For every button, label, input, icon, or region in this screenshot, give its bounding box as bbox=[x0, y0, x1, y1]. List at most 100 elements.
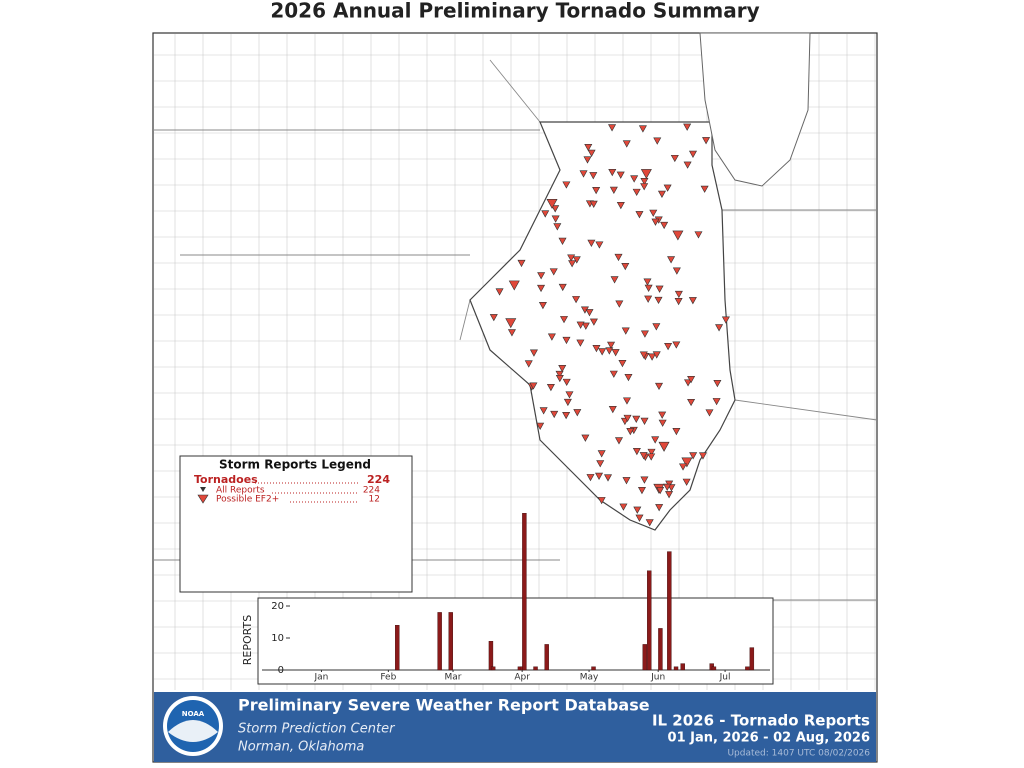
chart: 0 10 20 Jan Feb Mar Apr May Jun Jul bbox=[262, 513, 770, 683]
bar bbox=[680, 663, 685, 671]
tornado-marker bbox=[536, 422, 545, 430]
tornado-marker bbox=[609, 186, 618, 194]
tornado-marker bbox=[592, 187, 601, 195]
tornado-marker bbox=[595, 241, 604, 249]
tornado-marker bbox=[672, 267, 681, 275]
legend-all-count: 224 bbox=[363, 486, 380, 496]
tornado-marker bbox=[679, 463, 688, 471]
tornado-marker bbox=[495, 288, 504, 296]
logo-text: NOAA bbox=[182, 710, 205, 718]
tornado-marker bbox=[567, 254, 576, 262]
tornado-marker bbox=[607, 341, 616, 349]
tornado-marker bbox=[597, 497, 606, 505]
tornado-marker bbox=[576, 321, 585, 329]
tornado-marker bbox=[551, 205, 560, 213]
tornado-marker bbox=[684, 379, 693, 387]
tornado-marker bbox=[583, 156, 592, 164]
tornado-marker bbox=[672, 427, 681, 436]
chart-frame bbox=[257, 597, 774, 685]
tornado-marker bbox=[682, 478, 691, 486]
tornado-marker bbox=[587, 239, 596, 248]
tornado-marker bbox=[633, 506, 642, 514]
tornado-marker bbox=[663, 483, 672, 491]
tornado-marker bbox=[555, 370, 564, 379]
tornado-marker bbox=[524, 360, 533, 368]
tornado-marker bbox=[721, 316, 730, 324]
tornado-marker bbox=[643, 278, 652, 286]
y-axis-label: REPORTS bbox=[241, 615, 254, 665]
tornado-marker bbox=[664, 343, 673, 351]
tornado-marker bbox=[687, 376, 696, 384]
tornado-marker bbox=[713, 380, 722, 388]
tornado-marker bbox=[689, 452, 698, 460]
bar bbox=[533, 666, 538, 671]
tornado-marker bbox=[581, 322, 590, 330]
tornado-marker bbox=[632, 448, 641, 456]
tornado-marker bbox=[652, 323, 661, 331]
bar bbox=[490, 666, 496, 671]
tornado-marker bbox=[640, 178, 649, 186]
tornado-marker bbox=[614, 253, 623, 262]
x-tick-label: Feb bbox=[380, 673, 396, 683]
tornado-marker bbox=[537, 284, 546, 293]
tornado-marker bbox=[608, 168, 617, 177]
tornado-marker bbox=[621, 327, 630, 335]
tornado-marker bbox=[644, 284, 653, 292]
tornado-marker bbox=[558, 283, 567, 292]
tornado-marker bbox=[553, 223, 562, 231]
tornado-marker bbox=[649, 209, 658, 217]
tornado-marker bbox=[615, 300, 624, 308]
bar bbox=[745, 666, 750, 671]
tornado-marker bbox=[618, 360, 627, 368]
tornado-marker bbox=[702, 137, 711, 145]
tornado-marker bbox=[605, 347, 614, 355]
x-tick-label: May bbox=[580, 673, 599, 683]
tornado-marker bbox=[579, 170, 588, 178]
tornado-marker bbox=[608, 406, 617, 414]
tornado-marker bbox=[551, 215, 560, 223]
tornado-marker bbox=[644, 295, 653, 303]
tornado-marker bbox=[672, 230, 684, 241]
bar bbox=[544, 644, 549, 671]
tornado-marker bbox=[647, 453, 656, 461]
tornado-marker bbox=[683, 123, 692, 131]
tornado-marker bbox=[562, 411, 571, 420]
tornado-marker bbox=[651, 436, 660, 444]
legend-all: All Reports bbox=[216, 486, 265, 496]
tornado-marker bbox=[639, 452, 648, 460]
legend-icon-ef2 bbox=[197, 494, 209, 504]
tornado-marker bbox=[616, 171, 625, 179]
legend-tornadoes: Tornadoes bbox=[194, 473, 258, 486]
y-tick-label: 0 bbox=[278, 665, 284, 676]
legend-box bbox=[179, 455, 413, 593]
tornado-marker bbox=[596, 460, 605, 468]
tornado-markers bbox=[489, 123, 730, 527]
tornado-marker bbox=[616, 202, 625, 210]
tornado-marker bbox=[539, 407, 548, 415]
tornado-marker bbox=[562, 181, 571, 189]
tornado-marker bbox=[640, 476, 649, 484]
tornado-marker bbox=[549, 268, 558, 276]
tornado-marker bbox=[573, 409, 582, 417]
legend-icon-all bbox=[200, 487, 206, 492]
legend-ef2: Possible EF2+ bbox=[216, 495, 279, 505]
tornado-marker bbox=[604, 474, 613, 482]
tornado-marker bbox=[640, 169, 652, 180]
tornado-marker bbox=[640, 183, 649, 191]
tornado-marker bbox=[598, 348, 607, 356]
bar bbox=[591, 666, 596, 671]
tornado-marker bbox=[529, 349, 538, 357]
tornado-marker bbox=[683, 161, 692, 169]
bar bbox=[395, 625, 400, 671]
footer-report: IL 2026 - Tornado Reports bbox=[652, 712, 870, 730]
tornado-marker bbox=[611, 349, 620, 357]
tornado-marker bbox=[663, 184, 672, 192]
x-tick-label: Jul bbox=[719, 673, 731, 683]
tornado-marker bbox=[559, 316, 569, 324]
tornado-marker bbox=[658, 411, 667, 419]
tornado-marker bbox=[610, 276, 619, 284]
tornado-marker bbox=[546, 198, 558, 209]
tornado-marker bbox=[576, 339, 585, 347]
legend-tornadoes-count: 224 bbox=[367, 473, 390, 486]
